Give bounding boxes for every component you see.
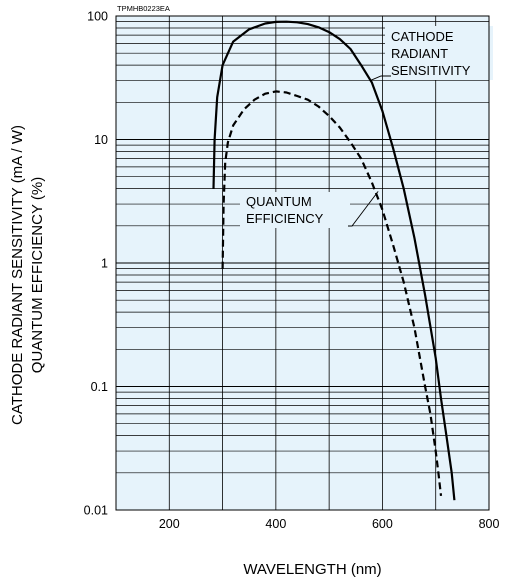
y-axis-title-line-2: QUANTUM EFFICIENCY (%) (29, 177, 46, 373)
x-tick-label: 800 (479, 517, 500, 531)
y-tick-label: 100 (87, 10, 108, 24)
y-tick-label: 1 (101, 257, 108, 271)
y-axis-title-line-1: CATHODE RADIANT SENSITIVITY (mA / W) (9, 125, 26, 425)
x-tick-label: 400 (265, 517, 286, 531)
cathode-callout-label: RADIANT (391, 46, 448, 61)
y-tick-label: 10 (94, 133, 108, 147)
cathode-radiant-sensitivity-curve (212, 20, 456, 501)
y-tick-label: 0.01 (84, 504, 108, 518)
plot-frame (115, 15, 490, 511)
quantum-callout-box (240, 192, 350, 228)
quantum-callout-label: EFFICIENCY (246, 211, 324, 226)
cathode-callout-leader (369, 75, 391, 81)
quantum-efficiency-curve (221, 90, 443, 497)
annotations: CATHODE RADIANT SENSITIVITY QUANTUM EFFICIEN… (240, 26, 493, 228)
quantum-callout-label: QUANTUM (246, 194, 312, 209)
y-tick-label: 0.1 (91, 380, 108, 394)
x-tick-label: 600 (372, 517, 393, 531)
tick-labels: 200 400 600 800 0.01 0.1 1 10 100 (84, 10, 500, 532)
quantum-callout-leader (348, 191, 379, 227)
cathode-callout-label: SENSITIVITY (391, 63, 471, 78)
x-tick-label: 200 (159, 517, 180, 531)
cathode-callout-label: CATHODE (391, 29, 454, 44)
chart-code-label: TPMHB0223EA (117, 4, 170, 13)
series-layer (212, 20, 456, 501)
x-axis-title: WAVELENGTH (nm) (243, 561, 381, 578)
cathode-callout-box (385, 26, 493, 80)
